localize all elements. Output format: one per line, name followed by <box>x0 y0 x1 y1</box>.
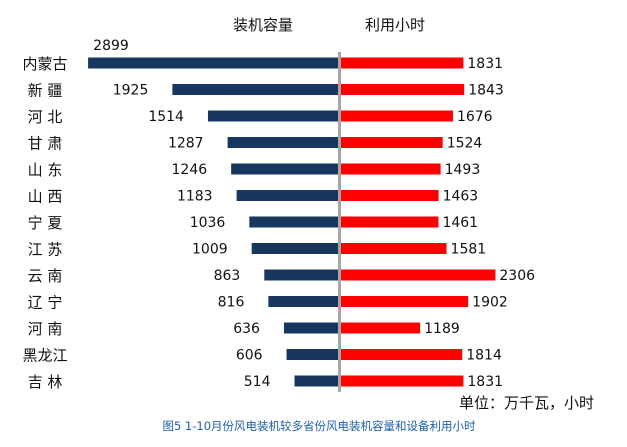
right-value-label: 1493 <box>445 162 481 178</box>
left-value-label: 2899 <box>93 38 129 54</box>
left-bar <box>172 84 339 95</box>
right-bar <box>340 375 464 387</box>
left-bar <box>286 349 339 360</box>
right-value-label: 1902 <box>472 295 508 311</box>
right-value-label: 1814 <box>466 348 502 364</box>
left-value-label: 1287 <box>168 136 204 152</box>
right-bar <box>340 57 464 69</box>
right-series-header: 利用小时 <box>365 16 425 34</box>
left-value-label: 1925 <box>113 83 149 99</box>
right-bar <box>340 190 439 201</box>
category-label: 山 西 <box>28 188 63 206</box>
left-value-labels: 2899 1925 1514 1287 1246 1183 1036 1009 863 816 63… <box>93 38 270 390</box>
left-value-label: 816 <box>218 295 245 311</box>
left-bar <box>294 375 339 387</box>
category-label: 河 北 <box>28 108 63 126</box>
left-value-label: 1036 <box>190 215 226 231</box>
unit-note: 单位：万千瓦，小时 <box>459 394 594 412</box>
right-value-label: 1831 <box>467 56 503 72</box>
left-value-label: 636 <box>233 321 260 337</box>
right-bar <box>340 137 443 148</box>
left-bar <box>227 137 339 148</box>
left-series-bars <box>88 57 340 387</box>
right-value-label: 1843 <box>468 83 504 99</box>
left-value-label: 1246 <box>172 162 208 178</box>
right-value-label: 1676 <box>457 109 493 125</box>
category-label: 内蒙古 <box>22 55 67 73</box>
left-bar <box>251 243 339 254</box>
left-bar <box>268 296 339 307</box>
category-label: 黑龙江 <box>22 347 67 365</box>
right-value-label: 1461 <box>442 215 478 231</box>
left-bar <box>249 216 339 228</box>
left-value-label: 514 <box>244 374 271 390</box>
left-bar <box>264 269 339 281</box>
category-label: 山 东 <box>28 161 63 179</box>
left-value-label: 863 <box>214 268 241 284</box>
right-value-label: 2306 <box>499 268 535 284</box>
left-bar <box>207 110 339 122</box>
chart-title: 图5 1-10月份风电装机较多省份风电装机容量和设备利用小时 <box>162 419 476 433</box>
category-label: 云 南 <box>28 267 63 285</box>
category-label: 吉 林 <box>28 373 63 391</box>
right-value-label: 1524 <box>447 136 483 152</box>
right-bar <box>340 349 463 360</box>
right-value-label: 1463 <box>443 189 479 205</box>
right-value-label: 1189 <box>424 321 460 337</box>
left-bar <box>88 57 340 69</box>
right-bar <box>340 84 465 95</box>
category-label: 江 苏 <box>28 241 63 259</box>
left-series-header: 装机容量 <box>233 16 293 34</box>
left-bar <box>283 322 339 334</box>
right-bar <box>340 110 453 122</box>
category-label: 宁 夏 <box>28 214 63 232</box>
category-label: 河 南 <box>28 320 63 338</box>
left-value-label: 1183 <box>177 189 213 205</box>
right-bar <box>340 216 439 228</box>
left-value-label: 1009 <box>192 242 228 258</box>
right-bar <box>340 296 469 307</box>
left-bar <box>231 163 339 175</box>
left-value-label: 1514 <box>148 109 184 125</box>
right-series-bars <box>340 57 496 387</box>
right-bar <box>340 269 496 281</box>
right-value-label: 1581 <box>451 242 487 258</box>
category-label: 辽 宁 <box>28 294 63 312</box>
left-value-label: 606 <box>236 348 263 364</box>
category-label: 甘 肃 <box>28 135 63 153</box>
right-bar <box>340 322 421 334</box>
right-bar <box>340 163 441 175</box>
right-value-labels: 1831 1843 1676 1524 1493 1463 1461 1581 2306 1902… <box>424 56 535 390</box>
right-value-label: 1831 <box>467 374 503 390</box>
right-bar <box>340 243 447 254</box>
category-label: 新 疆 <box>28 82 63 100</box>
left-bar <box>236 190 339 201</box>
